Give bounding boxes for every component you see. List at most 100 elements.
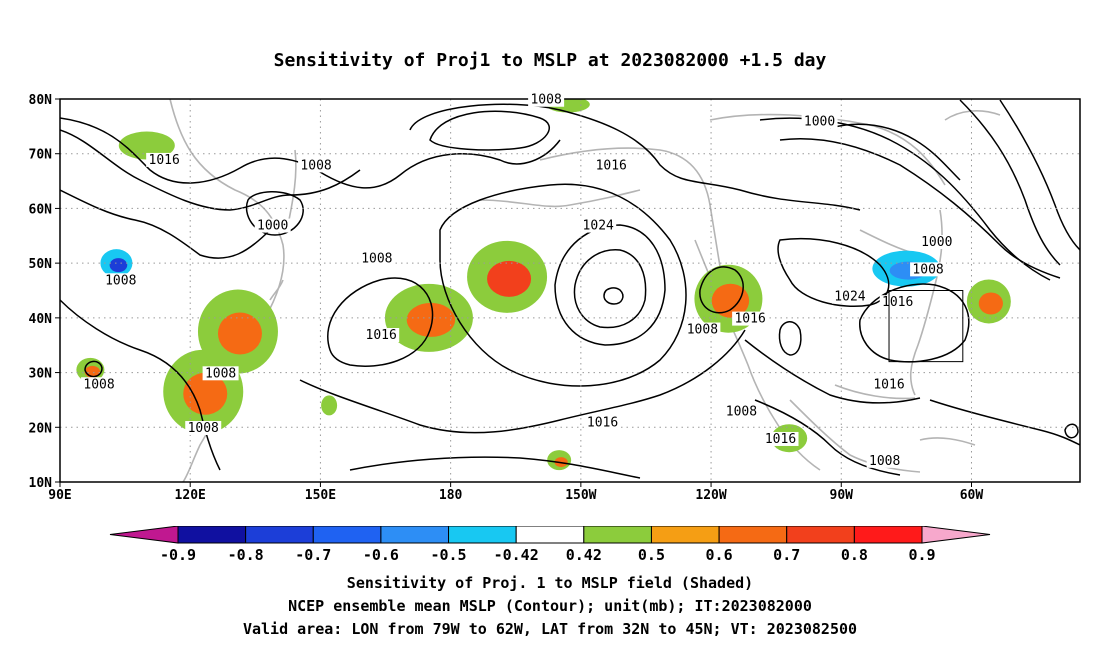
coastline-bering bbox=[479, 189, 641, 208]
contour-line bbox=[754, 399, 901, 476]
contour-label-bg bbox=[528, 92, 565, 107]
contour-label: 1016 bbox=[873, 377, 904, 392]
colorbar-label: 0.6 bbox=[706, 546, 733, 564]
contour-line bbox=[245, 191, 304, 236]
contour-line bbox=[929, 399, 1080, 446]
contour-label: 1024 bbox=[583, 219, 614, 234]
contour-line bbox=[959, 99, 1061, 266]
contour-line bbox=[829, 123, 961, 181]
colorbar-low-arrow bbox=[109, 526, 179, 544]
caption-contour: NCEP ensemble mean MSLP (Contour); unit(… bbox=[288, 597, 812, 615]
colorbar-cell bbox=[312, 526, 382, 544]
contour-line bbox=[327, 277, 434, 367]
contour-label: 1008 bbox=[105, 273, 136, 288]
sensitivity-blob-core bbox=[217, 312, 262, 355]
contour-label: 1008 bbox=[687, 323, 718, 338]
lat-tick-label: 80N bbox=[29, 93, 53, 108]
contour-label-bg bbox=[910, 262, 947, 277]
lon-tick-label: 90E bbox=[48, 488, 71, 503]
colorbar-label: 0.7 bbox=[773, 546, 800, 564]
colorbar-label: 0.8 bbox=[841, 546, 868, 564]
colorbar-cell bbox=[718, 526, 788, 544]
lon-tick-label: 120W bbox=[695, 488, 726, 503]
colorbar-label: -0.7 bbox=[295, 546, 331, 564]
caption-shaded: Sensitivity of Proj. 1 to MSLP field (Sh… bbox=[346, 574, 754, 592]
contour-line bbox=[779, 137, 1061, 279]
contour-line bbox=[60, 129, 361, 211]
contour-line bbox=[299, 329, 746, 434]
coastline-kamchatka bbox=[287, 149, 297, 226]
contour-label: 1000 bbox=[257, 219, 288, 234]
lon-tick-label: 150W bbox=[565, 488, 596, 503]
contour-label-bg bbox=[102, 273, 139, 288]
colorbar-label: 0.9 bbox=[908, 546, 935, 564]
contour-label-bg bbox=[254, 218, 291, 233]
sensitivity-blob-core bbox=[406, 302, 456, 337]
contour-label: 1008 bbox=[83, 377, 114, 392]
colorbar-label: -0.5 bbox=[430, 546, 466, 564]
lat-tick-label: 50N bbox=[29, 257, 53, 272]
contour-label-bg bbox=[202, 366, 239, 381]
colorbar: -0.9 -0.8 -0.7 -0.6 -0.5 -0.42 0.42 0.5 0.6 0.7 0.… bbox=[109, 526, 991, 564]
contour-label: 1016 bbox=[765, 432, 796, 447]
contour-label-bg bbox=[801, 114, 838, 129]
map-frame bbox=[59, 98, 1081, 483]
sensitivity-blob bbox=[120, 228, 157, 249]
contour-label: 1008 bbox=[530, 93, 561, 108]
coastline-mexico bbox=[789, 399, 921, 473]
contour-label: 1016 bbox=[596, 158, 627, 173]
contour-label: 1008 bbox=[205, 366, 236, 381]
colorbar-label: -0.6 bbox=[363, 546, 399, 564]
contour-label: 1008 bbox=[912, 262, 943, 277]
contour-label-bg bbox=[918, 234, 955, 249]
contour-label: 1008 bbox=[188, 421, 219, 436]
colorbar-label: -0.8 bbox=[228, 546, 264, 564]
lon-tick-label: 60W bbox=[960, 488, 984, 503]
colorbar-cell bbox=[245, 526, 314, 544]
valid-area-box bbox=[888, 290, 964, 363]
contour-line bbox=[603, 287, 624, 305]
sensitivity-blob-core bbox=[978, 292, 1003, 315]
colorbar-label: 0.42 bbox=[566, 546, 602, 564]
contour-label-bg bbox=[831, 289, 868, 304]
contour-label-bg bbox=[732, 311, 769, 326]
contour-label-bg bbox=[81, 377, 118, 392]
colorbar-cells bbox=[109, 526, 991, 544]
contour-label-bg bbox=[146, 152, 183, 167]
contour-line bbox=[439, 183, 687, 387]
lat-tick-label: 70N bbox=[29, 148, 53, 163]
contour-label: 1016 bbox=[366, 328, 397, 343]
contour-label: 1008 bbox=[726, 405, 757, 420]
contour-label: 1016 bbox=[734, 312, 765, 327]
caption-valid-area: Valid area: LON from 79W to 62W, LAT fro… bbox=[242, 620, 858, 638]
lat-tick-label: 30N bbox=[29, 367, 53, 382]
sensitivity-blob-core bbox=[109, 258, 128, 273]
colorbar-cell bbox=[515, 526, 585, 544]
lat-lon-grid bbox=[60, 99, 1080, 482]
colorbar-label: -0.42 bbox=[494, 546, 539, 564]
lat-tick-label: 60N bbox=[29, 202, 53, 217]
coastline-japan-north bbox=[269, 279, 284, 301]
lat-tick-label: 20N bbox=[29, 421, 53, 436]
contour-label: 1008 bbox=[300, 158, 331, 173]
colorbar-cell bbox=[786, 526, 855, 544]
colorbar-label: 0.5 bbox=[638, 546, 665, 564]
colorbar-cell bbox=[380, 526, 450, 544]
contour-line bbox=[573, 249, 647, 329]
colorbar-cell bbox=[650, 526, 720, 544]
map-title: Sensitivity of Proj1 to MSLP at 20230820… bbox=[273, 50, 827, 71]
contour-label: 1024 bbox=[834, 290, 865, 305]
colorbar-cell bbox=[583, 526, 652, 544]
contour-label-bg bbox=[593, 158, 630, 173]
lat-tick-label: 40N bbox=[29, 312, 53, 327]
coastline-caribbean bbox=[919, 437, 976, 446]
contour-label-bg bbox=[580, 218, 617, 233]
contour-label: 1016 bbox=[882, 295, 913, 310]
lon-tick-label: 150E bbox=[305, 488, 336, 503]
contour-line bbox=[84, 360, 103, 378]
contour-line bbox=[999, 99, 1080, 251]
contour-label: 1008 bbox=[869, 454, 900, 469]
contour-label-bg bbox=[584, 415, 621, 430]
contour-line bbox=[744, 339, 921, 404]
contour-line bbox=[60, 189, 271, 259]
